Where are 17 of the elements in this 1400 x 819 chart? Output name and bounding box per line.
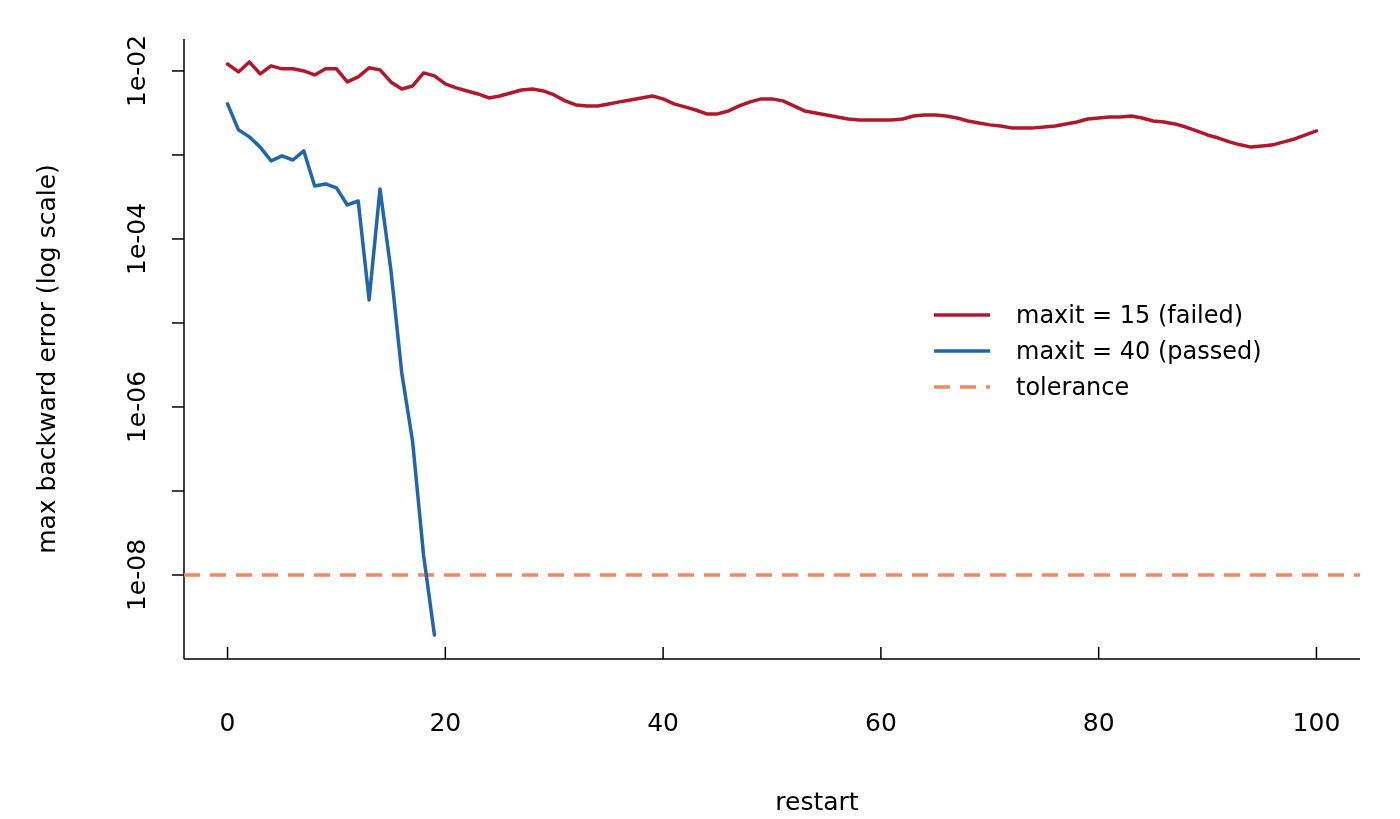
legend-label: tolerance — [1016, 373, 1130, 402]
y-tick-label: 1e-06 — [121, 370, 151, 444]
legend-label: maxit = 40 (passed) — [1016, 337, 1262, 366]
x-axis-title: restart — [775, 787, 859, 816]
y-tick-label: 1e-02 — [121, 34, 151, 107]
x-tick-label: 20 — [429, 708, 462, 737]
x-tick-label: 60 — [864, 708, 897, 737]
y-axis-title: max backward error (log scale) — [31, 164, 61, 554]
y-tick-label: 1e-04 — [121, 202, 151, 276]
line-series — [225, 102, 437, 637]
legend-label: maxit = 15 (failed) — [1016, 301, 1244, 330]
x-tick-label: 100 — [1292, 708, 1341, 737]
y-tick-label: 1e-08 — [121, 538, 151, 612]
x-tick-label: 0 — [219, 708, 236, 737]
x-tick-label: 80 — [1082, 708, 1115, 737]
x-tick-label: 40 — [647, 708, 680, 737]
line-series — [225, 60, 1319, 149]
